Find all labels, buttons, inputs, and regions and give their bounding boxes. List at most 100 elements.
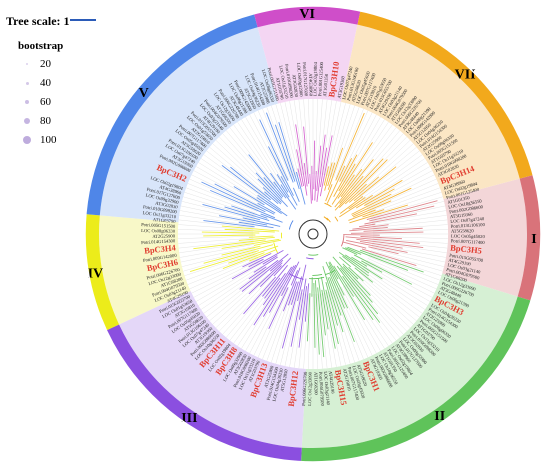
tree-branch: [230, 166, 271, 201]
bootstrap-legend-value: 60: [40, 96, 51, 108]
leaf-guide-line: [365, 261, 433, 298]
tree-branch: [348, 196, 366, 210]
tree-branch: [313, 283, 316, 348]
leaf-guide-line: [344, 119, 385, 184]
tree-branch: [253, 239, 282, 246]
leaf-guide-line: [195, 263, 262, 302]
leaf-guide-line: [354, 277, 407, 332]
tree-arc: [312, 273, 323, 276]
leaf-guide-line: [308, 293, 312, 369]
leaf-guide-line: [360, 270, 420, 318]
tree-scale-label: Tree scale: 1: [6, 14, 70, 28]
clade-label-band: [98, 215, 191, 325]
leaf-guide-line: [351, 130, 400, 189]
leaf-guide-line: [178, 224, 254, 231]
gene-label: Potri.004G079500: [318, 372, 325, 407]
leaf-guide-line: [209, 272, 268, 321]
leaf-guide-line: [294, 293, 305, 368]
leaf-guide-line: [372, 224, 448, 231]
tree-branch: [329, 261, 365, 321]
leaf-guide-line: [241, 119, 282, 184]
tree-branch: [262, 265, 295, 317]
leaf-guide-line: [339, 112, 373, 181]
gene-label: LOC Os05g45020: [451, 233, 486, 239]
leaf-guide-line: [340, 114, 377, 182]
tree-branch: [359, 249, 424, 273]
leaf-guide-line: [321, 293, 332, 368]
tree-branch: [203, 220, 255, 228]
leaf-guide-line: [329, 291, 351, 364]
gene-label: LOC Os11g33210: [142, 210, 177, 219]
tree-branch: [369, 205, 435, 222]
bootstrap-dot-icon: [18, 118, 36, 124]
leaf-guide-line: [184, 192, 256, 216]
gene-label: AT4G29190: [448, 257, 472, 266]
tree-branch: [368, 246, 399, 255]
leaf-guide-line: [325, 292, 342, 367]
clade-ring-segment: [84, 214, 120, 331]
tree-branch: [262, 255, 278, 265]
leaf-guide-line: [370, 196, 443, 218]
tree-branch: [214, 183, 275, 215]
tree-branch: [255, 172, 288, 208]
gene-label: Potri.015G055700: [449, 253, 484, 263]
leaf-guide-line: [361, 269, 423, 314]
gene-label: Potri.007G117400: [451, 238, 486, 245]
tree-branch: [349, 204, 408, 224]
leaf-guide-line: [316, 293, 323, 369]
gene-label: AT5G12850: [279, 368, 288, 392]
leaf-guide-line: [189, 178, 259, 210]
leaf-guide-line: [364, 263, 431, 302]
leaf-guide-line: [356, 275, 411, 328]
leaf-guide-line: [344, 284, 385, 349]
leaf-guide-line: [233, 282, 278, 344]
leaf-guide-line: [209, 147, 268, 196]
tree-branch: [201, 181, 266, 213]
leaf-guide-line: [335, 108, 364, 179]
highlighted-gene-label: BpC3H10: [326, 61, 341, 98]
leaf-guide-line: [364, 166, 431, 205]
leaf-guide-line: [333, 290, 360, 361]
gene-label: Potri.009G142000: [143, 253, 178, 263]
tree-branch: [221, 238, 280, 249]
tree-branch: [231, 250, 284, 280]
leaf-guide-line: [249, 286, 286, 354]
tree-branch: [350, 231, 424, 234]
gene-label: LOC Os11g33210: [278, 65, 289, 100]
leaf-guide-line: [335, 289, 364, 360]
leaf-guide-line: [371, 248, 445, 267]
leaf-guide-line: [372, 242, 447, 253]
clade-label-band: [442, 178, 527, 297]
tree-arc: [308, 254, 319, 256]
clade-label: IV: [88, 266, 104, 281]
leaf-guide-line: [179, 215, 254, 226]
tree-branch: [348, 209, 376, 221]
leaf-guide-line: [253, 287, 287, 356]
leaf-guide-line: [333, 107, 360, 178]
tree-branch: [338, 251, 370, 274]
tree-branch: [259, 265, 282, 288]
leaf-guide-line: [229, 281, 277, 341]
leaf-guide-line: [325, 101, 342, 176]
tree-branch: [329, 273, 345, 309]
leaf-guide-line: [371, 205, 446, 222]
tree-branch: [320, 147, 328, 187]
leaf-guide-line: [372, 219, 448, 228]
tree-branch: [257, 178, 282, 203]
leaf-guide-line: [187, 256, 258, 285]
bootstrap-legend-item: 60: [18, 95, 51, 109]
leaf-guide-line: [372, 237, 448, 244]
tree-branch: [361, 248, 417, 267]
clade-label: VII: [455, 68, 476, 83]
tree-branch: [257, 194, 288, 217]
tree-branch: [239, 259, 279, 290]
tree-branch: [356, 238, 424, 248]
tree-branch: [324, 162, 333, 191]
tree-branch: [318, 278, 326, 336]
tree-branch: [292, 187, 300, 202]
leaf-guide-line: [321, 100, 332, 175]
leaf-guide-line: [360, 150, 420, 198]
leaf-guide-line: [308, 99, 312, 175]
gene-label: AT3G02830: [291, 74, 299, 98]
